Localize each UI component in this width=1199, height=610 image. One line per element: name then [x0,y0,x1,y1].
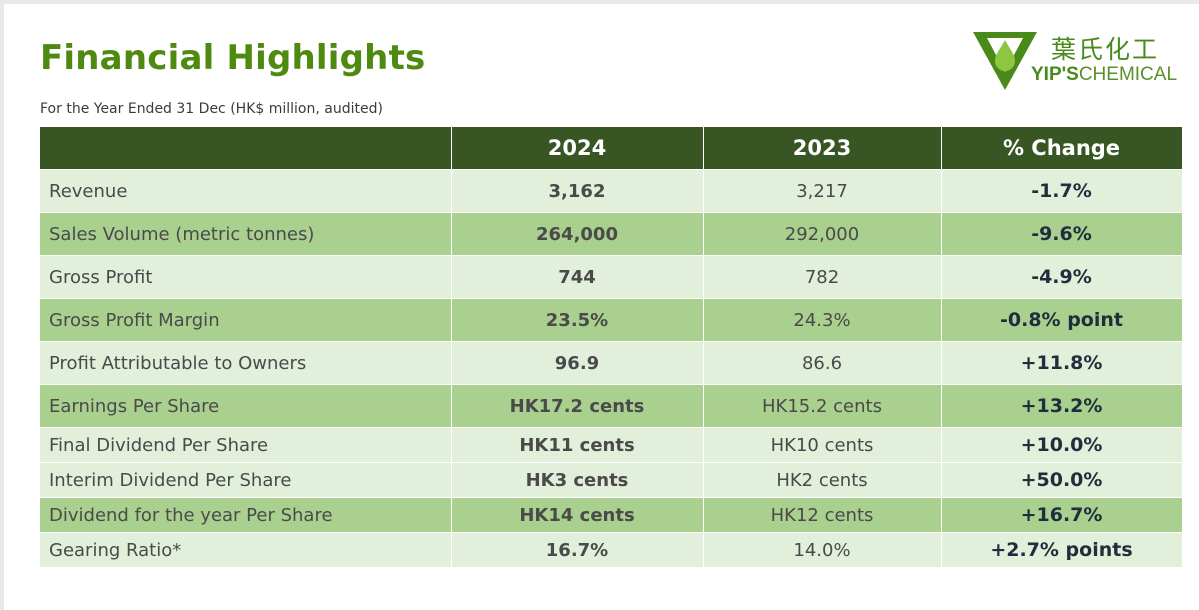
table-row: Gross Profit Margin 23.5% 24.3% -0.8% po… [40,298,1183,342]
value-2024: HK14 cents [451,497,704,533]
value-change: +11.8% [941,341,1183,385]
value-change: -1.7% [941,169,1183,213]
table-row: Interim Dividend Per Share HK3 cents HK2… [40,462,1183,498]
row-label: Gross Profit Margin [40,298,452,342]
row-label: Revenue [40,169,452,213]
logo-chinese-text: 葉氏化工 [1051,35,1160,64]
value-2023: HK15.2 cents [703,384,942,428]
row-label: Profit Attributable to Owners [40,341,452,385]
slide: Financial Highlights For the Year Ended … [4,4,1199,610]
row-label: Earnings Per Share [40,384,452,428]
value-change: -4.9% [941,255,1183,299]
header-2024: 2024 [451,127,704,170]
value-2023: 86.6 [703,341,942,385]
value-2024: 96.9 [451,341,704,385]
row-label: Interim Dividend Per Share [40,462,452,498]
table-header-row: 2024 2023 % Change [40,127,1183,170]
value-2024: 23.5% [451,298,704,342]
logo-english-thin: CHEMICAL [1078,64,1178,85]
table-row: Gearing Ratio* 16.7% 14.0% +2.7% points [40,532,1183,568]
value-2023: 782 [703,255,942,299]
value-2023: 292,000 [703,212,942,256]
logo-english-bold: YIP'S [1031,64,1079,85]
value-2023: HK2 cents [703,462,942,498]
value-2023: 14.0% [703,532,942,568]
value-2023: 24.3% [703,298,942,342]
value-change: +2.7% points [941,532,1183,568]
value-change: +13.2% [941,384,1183,428]
value-2023: 3,217 [703,169,942,213]
header-change: % Change [941,127,1183,170]
value-change: -9.6% [941,212,1183,256]
value-2024: HK3 cents [451,462,704,498]
row-label: Sales Volume (metric tonnes) [40,212,452,256]
value-2023: HK10 cents [703,427,942,463]
page-title: Financial Highlights [40,38,426,78]
value-2024: 744 [451,255,704,299]
page-subtitle: For the Year Ended 31 Dec (HK$ million, … [40,101,383,117]
table-row: Gross Profit 744 782 -4.9% [40,255,1183,299]
value-2024: HK11 cents [451,427,704,463]
table-row: Earnings Per Share HK17.2 cents HK15.2 c… [40,384,1183,428]
row-label: Gearing Ratio* [40,532,452,568]
table-row: Profit Attributable to Owners 96.9 86.6 … [40,341,1183,385]
value-2024: 264,000 [451,212,704,256]
table-row: Revenue 3,162 3,217 -1.7% [40,169,1183,213]
table-row: Dividend for the year Per Share HK14 cen… [40,497,1183,533]
value-change: +50.0% [941,462,1183,498]
logo-english-text: YIP'SCHEMICAL [1031,64,1177,86]
header-2023: 2023 [703,127,942,170]
row-label: Dividend for the year Per Share [40,497,452,533]
row-label: Final Dividend Per Share [40,427,452,463]
value-change: +16.7% [941,497,1183,533]
value-2024: HK17.2 cents [451,384,704,428]
value-change: +10.0% [941,427,1183,463]
value-2024: 16.7% [451,532,704,568]
value-2023: HK12 cents [703,497,942,533]
company-logo: 葉氏化工 YIP'SCHEMICAL [973,28,1183,92]
table-row: Sales Volume (metric tonnes) 264,000 292… [40,212,1183,256]
value-change: -0.8% point [941,298,1183,342]
financial-table: 2024 2023 % Change Revenue 3,162 3,217 -… [40,127,1183,568]
header-label-cell [40,127,452,170]
value-2024: 3,162 [451,169,704,213]
table-row: Final Dividend Per Share HK11 cents HK10… [40,427,1183,463]
row-label: Gross Profit [40,255,452,299]
logo-mark-icon [973,32,1037,90]
